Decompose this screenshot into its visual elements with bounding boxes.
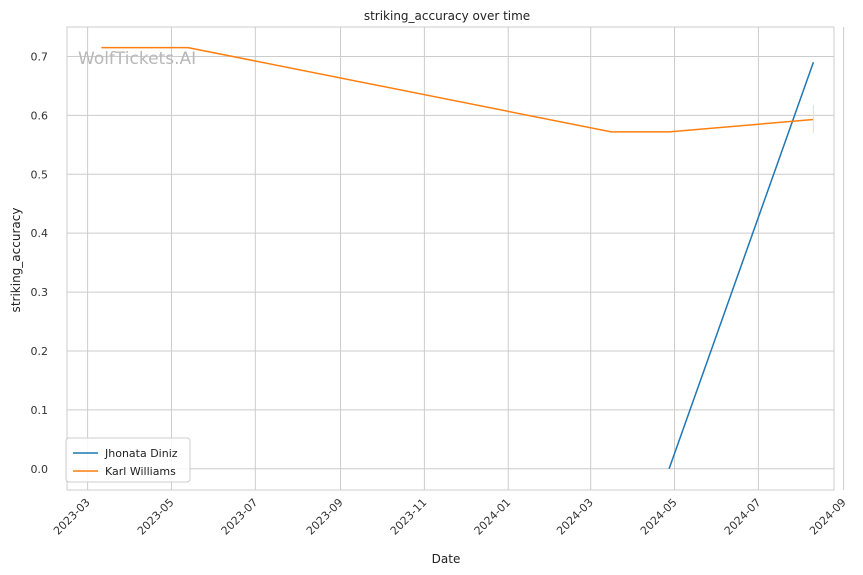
x-tick-label-2024-05: 2024-05 [638,496,680,538]
y-axis-ticks: 0.0 0.1 0.2 0.3 0.4 0.5 0.6 0.7 [31,50,49,475]
y-tick-label-0-6: 0.6 [31,109,49,122]
grid [67,27,845,490]
x-tick-label-2023-07: 2023-07 [219,496,261,538]
y-tick-label-0-4: 0.4 [31,227,49,240]
x-tick-label-2023-05: 2023-05 [135,496,177,538]
y-tick-label-0-0: 0.0 [31,463,49,476]
series-line-karl-williams [101,46,814,133]
x-tick-label-2023-03: 2023-03 [51,496,93,538]
legend: Jhonata Diniz Karl Williams [65,437,191,483]
y-axis-title: striking_accuracy [9,208,23,313]
legend-label-jhonata-diniz: Jhonata Diniz [104,447,178,460]
y-tick-label-0-2: 0.2 [31,345,49,358]
series-line-jhonata-diniz [668,62,815,470]
y-tick-label-0-7: 0.7 [31,50,49,63]
series-layer [101,46,815,470]
plot-frame [66,26,835,491]
x-tick-label-2023-09: 2023-09 [304,496,346,538]
y-tick-label-0-1: 0.1 [31,404,49,417]
legend-label-karl-williams: Karl Williams [105,465,176,478]
x-axis-title: Date [432,552,461,566]
chart-title: striking_accuracy over time [364,9,530,23]
x-tick-label-2023-11: 2023-11 [388,496,430,538]
watermark: WolfTickets.AI [78,49,196,69]
x-tick-label-2024-03: 2024-03 [554,496,596,538]
y-tick-label-0-5: 0.5 [31,168,49,181]
y-tick-label-0-3: 0.3 [31,286,49,299]
x-tick-label-2024-09: 2024-09 [807,496,849,538]
x-tick-label-2024-07: 2024-07 [722,496,764,538]
x-axis-ticks: 2023-03 2023-05 2023-07 2023-09 2023-11 2024-… [51,496,849,538]
x-tick-label-2024-01: 2024-01 [472,496,514,538]
